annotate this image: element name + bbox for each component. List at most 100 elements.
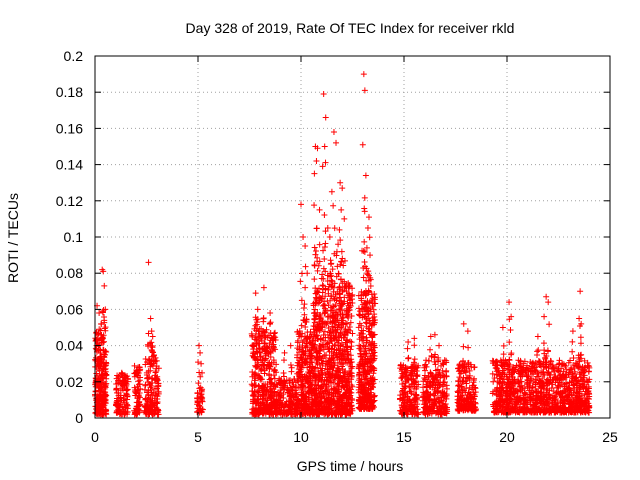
data-point [195,359,202,366]
data-point [266,378,273,385]
data-point [199,386,206,393]
data-point [154,400,161,407]
x-tick-label: 20 [499,429,515,445]
data-point [270,344,277,351]
data-point [151,402,158,409]
data-point [119,403,126,410]
data-point [101,325,108,332]
data-point [256,345,263,352]
data-point [113,401,120,408]
data-point [103,375,110,382]
data-point [258,368,265,375]
data-point [97,383,104,390]
data-point [141,386,148,393]
data-point [258,337,265,344]
data-point [194,389,201,396]
data-point [250,398,257,405]
y-axis-label: ROTI / TECUs [5,193,21,283]
y-tick-label: 0.18 [56,84,83,100]
data-points [92,71,593,418]
data-point [93,395,100,402]
data-point [249,342,256,349]
data-point [135,408,142,415]
data-point [123,390,130,397]
data-point [259,399,266,406]
data-point [155,406,162,413]
data-point [255,393,262,400]
data-point [258,400,265,407]
data-point [96,387,103,394]
y-tick-label: 0.16 [56,120,83,136]
data-point [149,375,156,382]
data-point [198,408,205,415]
y-tick-label: 0.1 [64,229,84,245]
data-point [253,340,260,347]
data-point [148,339,155,346]
data-point [120,395,127,402]
data-point [263,387,270,394]
data-point [142,395,149,402]
data-point [93,370,100,377]
data-point [268,385,275,392]
data-point [134,383,141,390]
data-point [132,410,139,417]
data-point [132,389,139,396]
data-point [96,410,103,417]
data-point [259,361,266,368]
data-point [97,396,104,403]
data-point [131,384,138,391]
data-point [155,382,162,389]
data-point [143,371,150,378]
data-point [98,339,105,346]
data-point [249,382,256,389]
data-point [100,366,107,373]
data-point [119,383,126,390]
data-point [252,362,259,369]
data-point [97,363,104,370]
data-point [96,384,103,391]
data-point [153,357,160,364]
data-point [115,398,122,405]
data-point [256,383,263,390]
data-point [101,354,108,361]
data-point [100,403,107,410]
data-point [148,399,155,406]
data-point [118,370,125,377]
data-point [269,337,276,344]
data-point [102,306,109,313]
data-point [151,375,158,382]
data-point [96,310,103,317]
data-point [262,347,269,354]
data-point [269,389,276,396]
data-point [267,330,274,337]
data-point [121,399,128,406]
data-point [267,408,274,415]
data-point [124,376,131,383]
data-point [198,391,205,398]
data-point [96,367,103,374]
data-point [144,405,151,412]
data-point [256,332,263,339]
x-tick-label: 5 [194,429,202,445]
y-tick-label: 0 [75,410,83,426]
data-point [255,411,262,418]
data-point [145,368,152,375]
x-tick-label: 25 [602,429,618,445]
data-point [97,392,104,399]
data-point [254,306,261,313]
data-point [136,377,143,384]
data-point [195,380,202,387]
x-axis-label: GPS time / hours [297,458,404,474]
data-point [149,348,156,355]
data-point [101,317,108,324]
data-point [131,373,138,380]
data-point [198,360,205,367]
data-point [143,404,150,411]
data-point [256,373,263,380]
y-tick-label: 0.08 [56,265,83,281]
data-point [148,406,155,413]
data-point [102,324,109,331]
data-point [121,409,128,416]
data-point [145,330,152,337]
data-point [266,372,273,379]
